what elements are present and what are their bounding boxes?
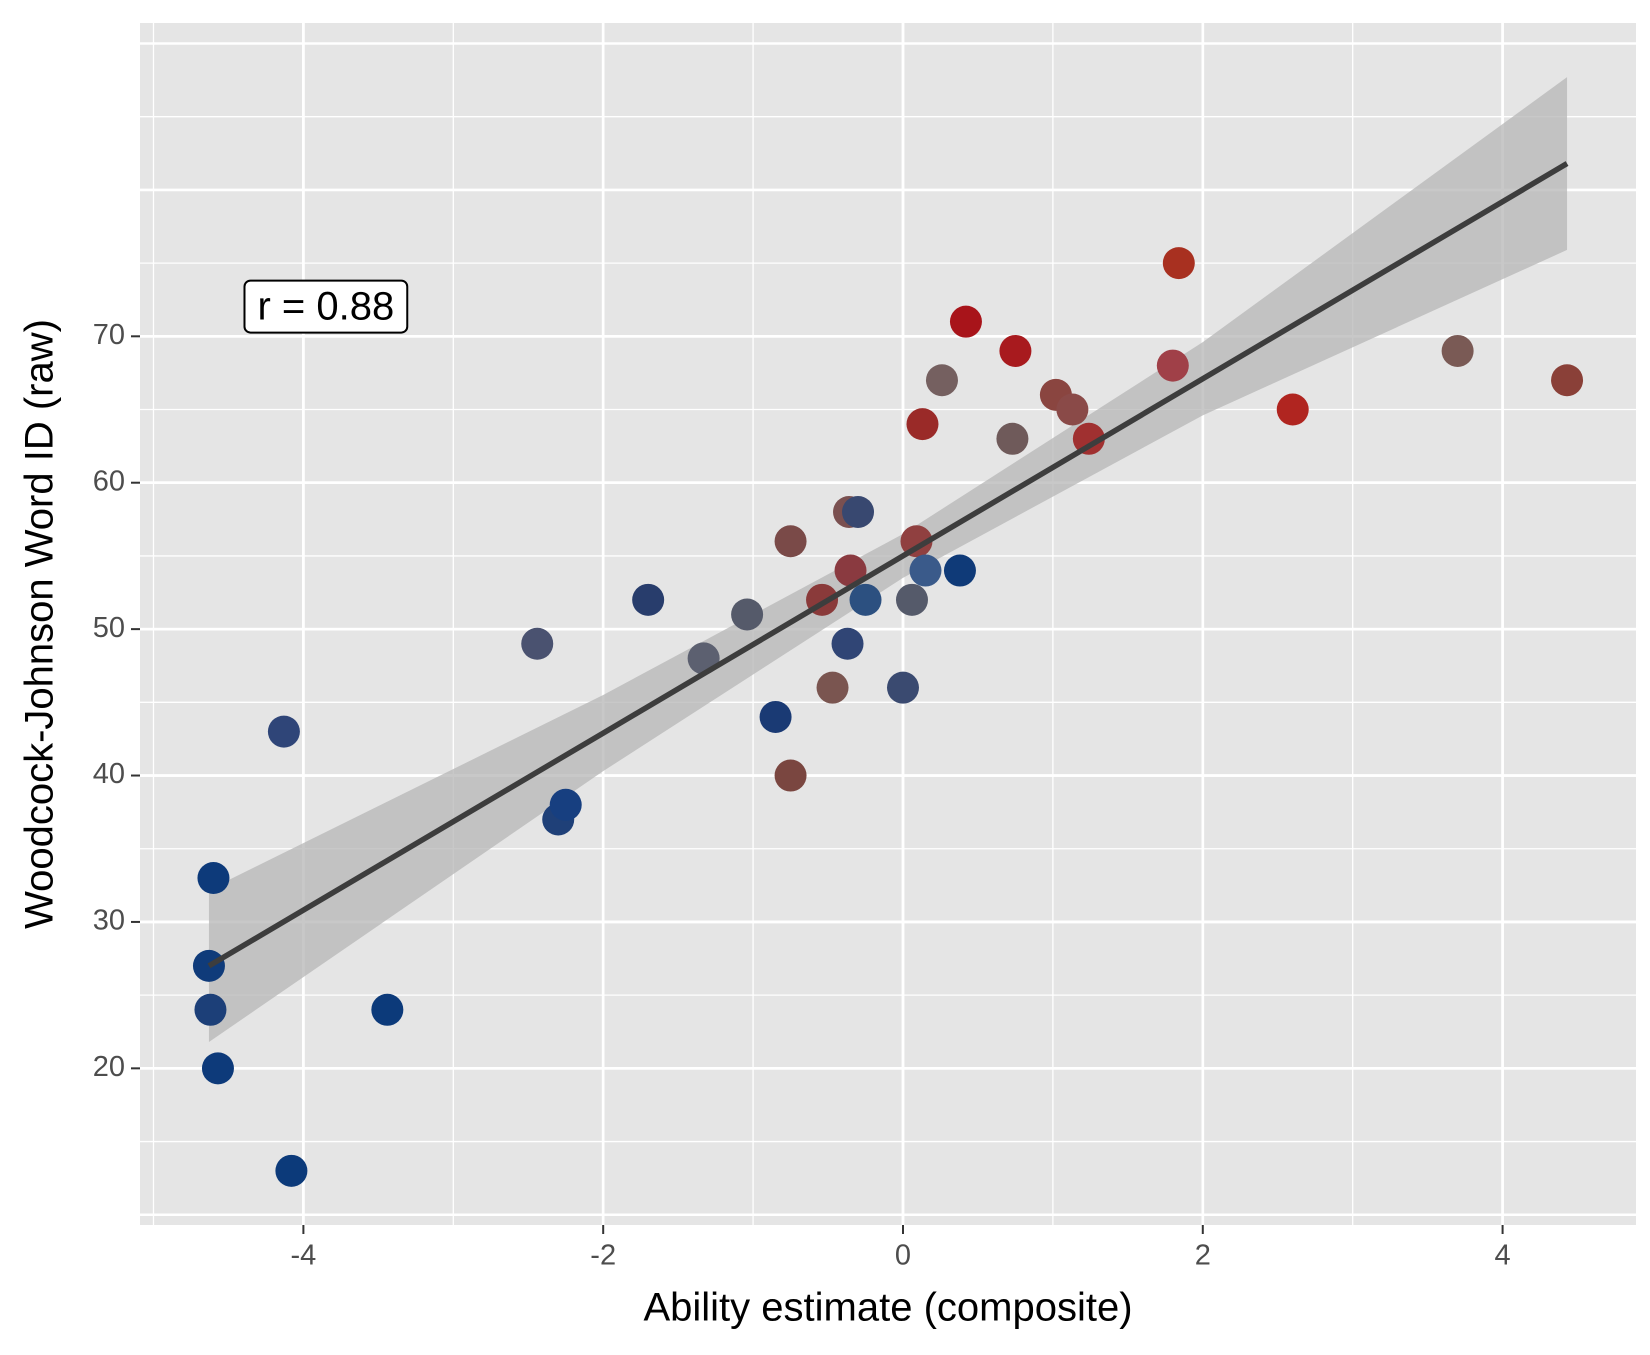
point <box>1441 334 1474 367</box>
x-tick-label: 4 <box>1495 1240 1511 1272</box>
point <box>842 495 875 528</box>
point <box>774 759 807 792</box>
point <box>943 554 976 587</box>
point <box>831 627 864 660</box>
point <box>900 525 933 558</box>
point <box>549 788 582 821</box>
point <box>949 305 982 338</box>
y-tick-label: 30 <box>93 905 125 937</box>
x-tick-label: -2 <box>590 1240 616 1272</box>
x-tick-label: 2 <box>1195 1240 1211 1272</box>
point <box>197 862 230 895</box>
point <box>895 583 928 616</box>
point <box>267 715 300 748</box>
point <box>1276 393 1309 426</box>
point <box>1072 422 1105 455</box>
y-tick-label: 60 <box>93 465 125 497</box>
annotation: r = 0.88 <box>257 285 394 329</box>
point <box>906 408 939 441</box>
point <box>816 671 849 704</box>
x-axis-title: Ability estimate (composite) <box>643 1286 1132 1330</box>
point <box>925 364 958 397</box>
marks <box>192 77 1584 1187</box>
point <box>999 334 1032 367</box>
point <box>1156 349 1189 382</box>
y-axis-title: Woodcock-Johnson Word ID (raw) <box>18 319 62 929</box>
point <box>371 993 404 1026</box>
point <box>996 422 1029 455</box>
point <box>909 554 942 587</box>
point <box>849 583 882 616</box>
point <box>731 598 764 631</box>
grid <box>140 23 1636 1225</box>
confidence-band <box>208 77 1568 1042</box>
y-tick-label: 40 <box>93 758 125 790</box>
annotation-box <box>243 279 409 334</box>
point <box>759 700 792 733</box>
point <box>774 525 807 558</box>
x-tick-label: -4 <box>290 1240 316 1272</box>
point <box>834 554 867 587</box>
point <box>1162 247 1195 280</box>
y-tick-label: 70 <box>93 319 125 351</box>
point <box>201 1052 234 1085</box>
y-tick-label: 50 <box>93 612 125 644</box>
point <box>275 1154 308 1187</box>
x-tick-label: 0 <box>895 1240 911 1272</box>
point <box>886 671 919 704</box>
fit-line <box>207 161 1569 969</box>
point <box>632 583 665 616</box>
y-tick-label: 20 <box>93 1051 125 1083</box>
point <box>521 627 554 660</box>
point <box>1551 364 1584 397</box>
point <box>1056 393 1089 426</box>
point <box>194 993 227 1026</box>
